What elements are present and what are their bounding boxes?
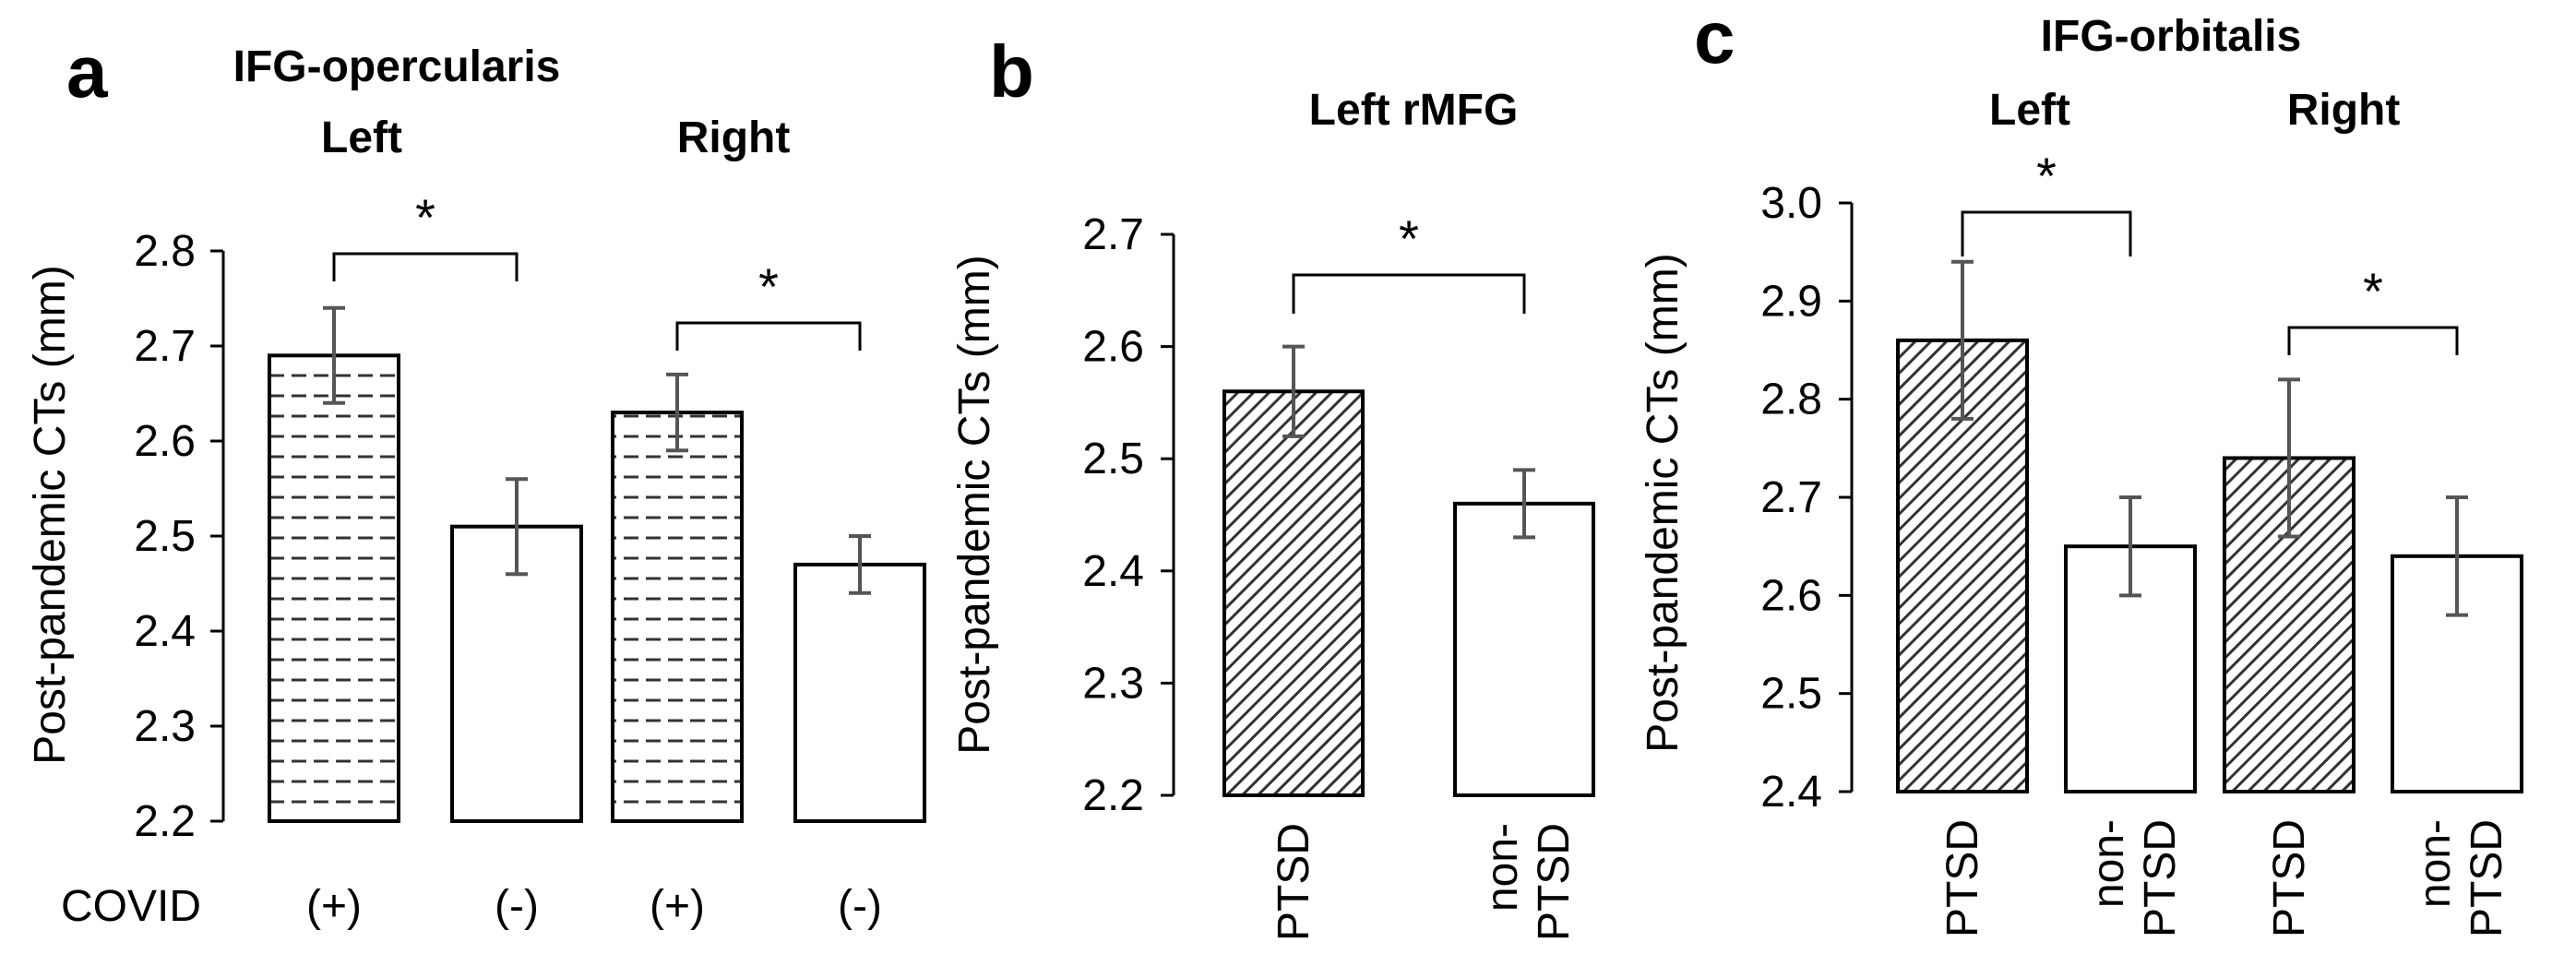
category-label: PTSD (1938, 819, 1987, 937)
significance-star: * (2036, 147, 2057, 205)
y-tick-label: 2.2 (134, 797, 196, 846)
category-label: PTSD (2265, 819, 2314, 937)
panel-c-letter: c (1694, 0, 1735, 78)
panel-c-group-right: Right (2287, 86, 2401, 135)
panel-a-title: IFG-opercularis (233, 42, 561, 91)
y-tick-label: 2.7 (1760, 473, 1822, 522)
panel-a-ylabel: Post-pandemic CTs (mm) (26, 265, 75, 764)
y-tick-label: 3.0 (1760, 179, 1822, 228)
y-tick-label: 2.8 (1760, 376, 1822, 424)
panel-b-title: Left rMFG (1309, 86, 1519, 135)
category-label: non- (1478, 823, 1527, 912)
bar (1222, 389, 1365, 797)
significance-bracket (1292, 273, 1526, 314)
category-label: non- (2084, 819, 2133, 908)
y-tick-label: 2.3 (1082, 659, 1144, 708)
panel-a-letter: a (66, 30, 108, 113)
bar (611, 411, 744, 823)
significance-star: * (2363, 262, 2383, 320)
y-tick-label: 2.4 (134, 607, 196, 656)
significance-bracket (1961, 210, 2132, 256)
category-label: PTSD (2463, 819, 2511, 937)
y-tick-label: 2.7 (1082, 210, 1144, 259)
significance-bracket (675, 321, 862, 351)
category-label: (+) (650, 882, 705, 931)
panel-c-title: IFG-orbitalis (2041, 12, 2302, 61)
bar (268, 353, 400, 823)
y-tick-label: 2.6 (1760, 571, 1822, 620)
panel-a-category-prefix: COVID (61, 882, 201, 931)
y-tick-label: 2.7 (134, 322, 196, 371)
category-label: (-) (495, 882, 539, 931)
y-tick-label: 2.8 (134, 227, 196, 276)
significance-bracket (2287, 326, 2459, 355)
significance-star: * (758, 257, 779, 316)
y-tick-label: 2.5 (1082, 435, 1144, 483)
panel-b-ylabel: Post-pandemic CTs (mm) (950, 255, 999, 754)
category-label: (-) (838, 882, 882, 931)
panel-b-letter: b (989, 30, 1034, 113)
significance-bracket (332, 252, 519, 281)
category-label: (+) (306, 882, 362, 931)
y-tick-label: 2.3 (134, 702, 196, 751)
panel-c-group-left: Left (1989, 86, 2070, 135)
category-label: PTSD (1270, 823, 1318, 941)
y-tick-label: 2.4 (1760, 768, 1822, 817)
bar (1453, 501, 1595, 798)
y-tick-label: 2.5 (134, 512, 196, 561)
panel-a-group-left: Left (321, 113, 402, 162)
y-tick-label: 2.5 (1760, 670, 1822, 719)
category-label: PTSD (1530, 823, 1579, 941)
y-tick-label: 2.6 (134, 417, 196, 466)
panel-a-group-right: Right (677, 113, 791, 162)
panel-c-ylabel: Post-pandemic CTs (mm) (1639, 253, 1688, 752)
y-tick-label: 2.4 (1082, 547, 1144, 596)
bar (793, 562, 926, 824)
y-tick-label: 2.6 (1082, 323, 1144, 372)
significance-star: * (415, 188, 435, 246)
category-label: non- (2411, 819, 2460, 908)
significance-star: * (1399, 209, 1419, 268)
y-tick-label: 2.2 (1082, 771, 1144, 820)
category-label: PTSD (2136, 819, 2185, 937)
y-tick-label: 2.9 (1760, 277, 1822, 326)
